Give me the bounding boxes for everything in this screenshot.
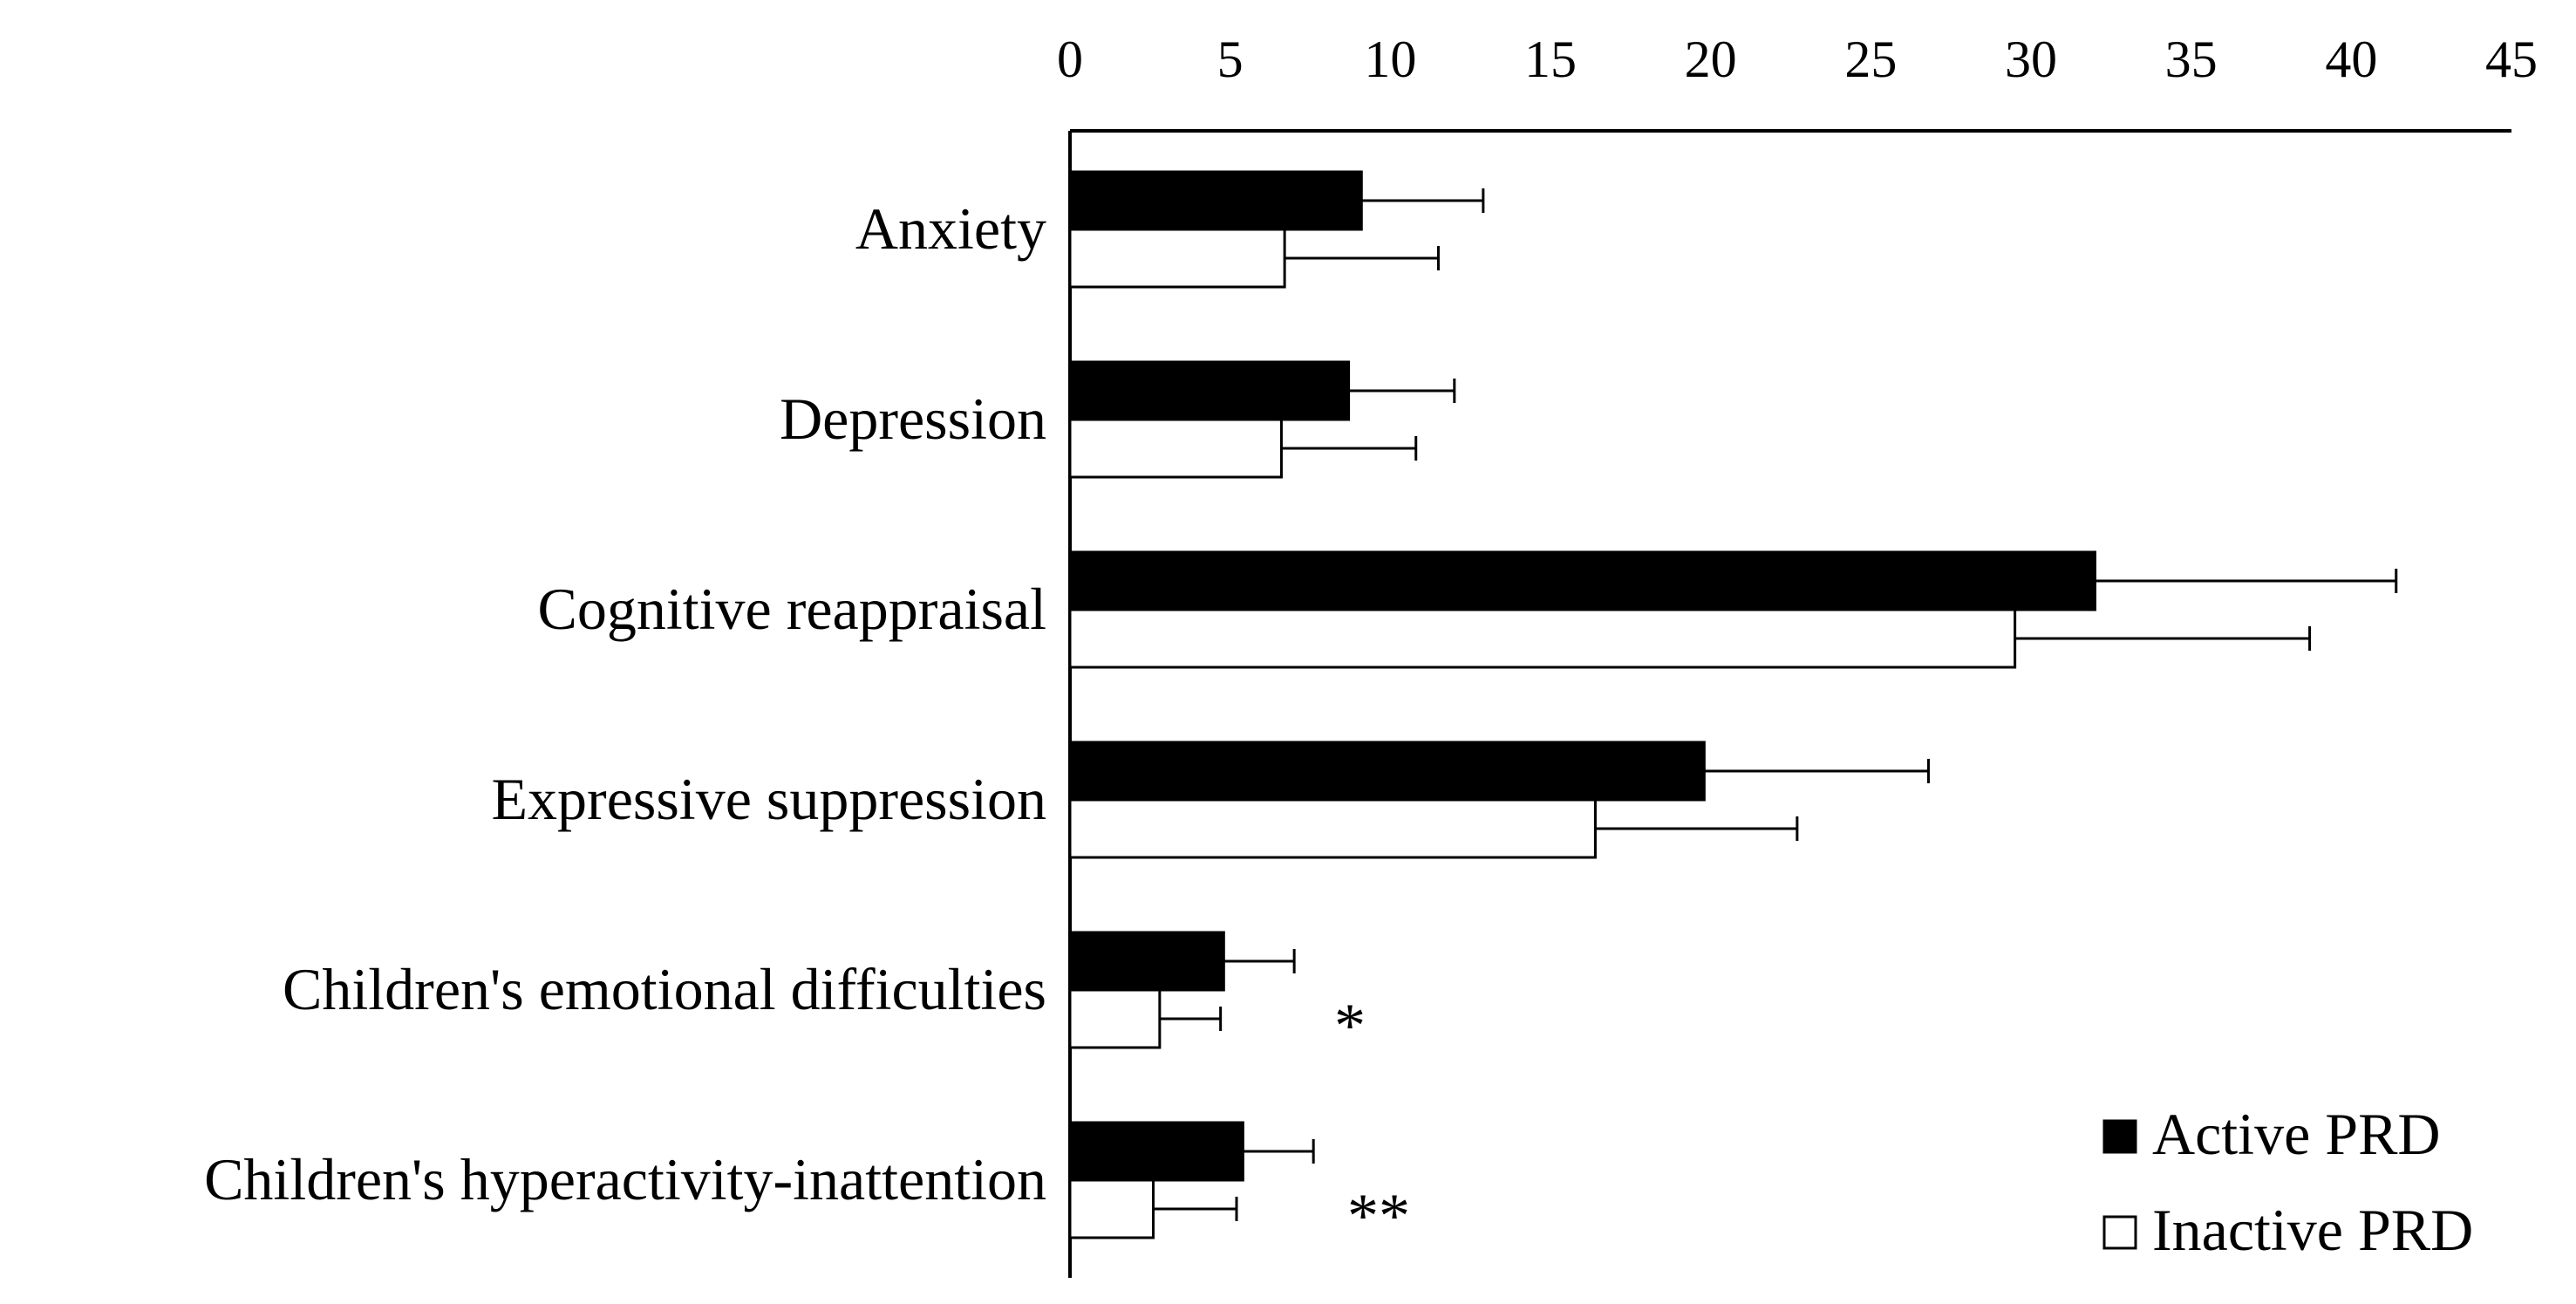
category-label: Cognitive reappraisal [538, 576, 1046, 642]
x-tick-label: 20 [1685, 31, 1737, 88]
x-axis: 0 5 10 15 20 25 30 35 40 45 [1057, 31, 2538, 1278]
bar-inactive [1068, 228, 1286, 289]
x-tick-label: 15 [1524, 31, 1577, 88]
legend-label-inactive: Inactive PRD [2152, 1197, 2473, 1263]
bars [1068, 170, 2398, 1239]
bar-inactive [1068, 798, 1597, 859]
legend-swatch-inactive [2102, 1215, 2137, 1250]
x-tick-label: 40 [2325, 31, 2377, 88]
category-label: Depression [780, 386, 1046, 452]
bar-inactive [1068, 418, 1283, 479]
bar-active [1068, 1121, 1244, 1182]
bar-active [1068, 741, 1706, 802]
x-tick-label: 10 [1364, 31, 1416, 88]
category-labels: Anxiety Depression Cognitive reappraisal Ex… [204, 195, 1410, 1251]
category-label: Anxiety [855, 195, 1046, 262]
category-label: Children's hyperactivity-inattention [204, 1146, 1046, 1212]
significance-marker: * [1334, 991, 1366, 1061]
bar-active [1068, 550, 2096, 611]
category-label: Expressive suppression [492, 766, 1046, 832]
x-tick-label: 35 [2165, 31, 2218, 88]
legend-label-active: Active PRD [2152, 1101, 2441, 1167]
x-tick-label: 30 [2005, 31, 2057, 88]
legend-swatch-active [2102, 1119, 2137, 1154]
significance-marker: ** [1347, 1181, 1410, 1251]
x-tick-label: 5 [1217, 31, 1244, 88]
bar-inactive [1068, 1178, 1155, 1239]
bar-inactive [1068, 988, 1162, 1049]
bar-active [1068, 170, 1363, 231]
category-label: Children's emotional difficulties [283, 956, 1046, 1022]
bar-active [1068, 360, 1351, 421]
x-tick-label: 25 [1844, 31, 1897, 88]
x-tick-label: 45 [2485, 31, 2538, 88]
x-tick-label: 0 [1057, 31, 1083, 88]
legend: Active PRD Inactive PRD [2102, 1101, 2473, 1263]
bar-inactive [1068, 608, 2017, 669]
bar-active [1068, 931, 1225, 992]
